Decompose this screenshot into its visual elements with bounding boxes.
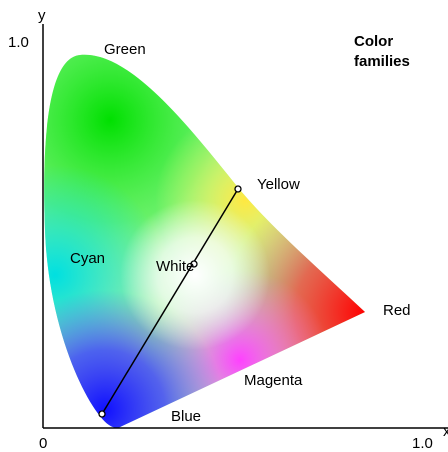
region-label: Red [383,302,411,319]
title-line: families [354,53,410,70]
point [234,185,242,193]
x-min-label: 0 [39,435,47,452]
point [98,410,106,418]
region-label: Blue [171,408,201,425]
region-label: Cyan [70,250,105,267]
region-label: Yellow [257,176,300,193]
x-max-label: 1.0 [412,435,433,452]
y-max-label: 1.0 [8,34,29,51]
region-label: Green [104,41,146,58]
title-line: Color [354,33,393,50]
region-label: White [156,258,194,275]
region-label: Magenta [244,372,303,389]
x-label: x [443,423,448,440]
point [190,260,198,268]
dominant-line [101,188,239,415]
y-label: y [38,7,46,24]
